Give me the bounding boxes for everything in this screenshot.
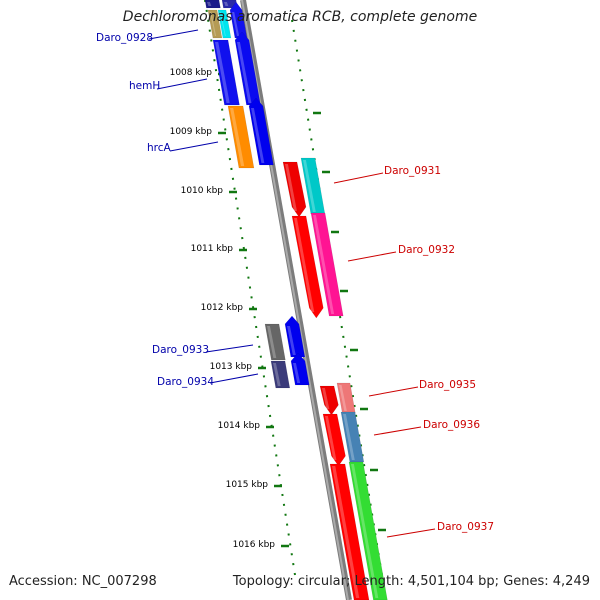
- gene-block-daro-0928b-highlight: [220, 12, 226, 36]
- gene-block-daro-0928c-highlight: [232, 12, 240, 36]
- tick-label: 1009 kbp: [169, 127, 212, 137]
- tick-marks: [218, 72, 386, 548]
- gene-block-hemh-highlight: [237, 42, 252, 103]
- leader-line: [209, 373, 259, 384]
- tick-label: 1011 kbp: [190, 244, 233, 254]
- gene-block-daro-0928: [207, 9, 223, 39]
- gene-label: Daro_0937: [437, 521, 495, 533]
- gene-block-daro-0933-rna-highlight: [267, 326, 277, 358]
- tick-label: 1016 kbp: [232, 540, 275, 550]
- accession-text: Accession: NC_007298: [9, 574, 157, 589]
- gene-block-daro-0934-rna: [270, 360, 291, 389]
- gene-block-hrca: [248, 97, 274, 166]
- gene-block-daro-0932-rna-highlight: [313, 215, 335, 314]
- gene-block-daro-0935: [319, 385, 339, 416]
- tick-label: 1013 kbp: [209, 362, 252, 372]
- gene-block-daro-0935-highlight: [322, 388, 330, 409]
- leader-line: [169, 141, 219, 152]
- gene-block-daro-0936-highlight: [325, 416, 337, 460]
- gene-block-hrca-rna-highlight: [230, 108, 245, 166]
- tick-label: 1014 kbp: [217, 421, 260, 431]
- leader-line: [368, 386, 419, 397]
- gene-block-daro-0937: [329, 463, 370, 600]
- gene-block-daro-0936-rna-highlight: [343, 414, 355, 460]
- leader-line: [373, 426, 422, 436]
- gene-block-daro-0928b: [217, 9, 232, 39]
- gene-block-daro-0932: [291, 215, 324, 319]
- gene-block-daro-0927: [204, 0, 221, 9]
- gene-block-hrca-highlight: [251, 108, 265, 163]
- gene-label: Daro_0933: [152, 344, 210, 356]
- gene-label: Daro_0934: [157, 376, 215, 388]
- leader-line: [347, 251, 397, 262]
- gene-block-daro-0931-rna-highlight: [303, 160, 316, 212]
- gene-block-daro-0927b-highlight: [224, 2, 229, 6]
- gene-block-daro-0934-rna-highlight: [273, 363, 281, 386]
- leader-line: [148, 29, 199, 40]
- genome-summary: Topology: circular; Length: 4,501,104 bp…: [233, 574, 590, 589]
- gene-block-daro-0936-rna: [340, 411, 365, 463]
- leader-line: [205, 344, 254, 353]
- gene-block-daro-0934-highlight: [293, 363, 301, 383]
- tick-label: 1010 kbp: [180, 186, 223, 196]
- summary-separator: ;: [346, 574, 355, 589]
- gene-block-daro-0931: [282, 161, 307, 218]
- gene-label: hemH: [129, 80, 161, 92]
- gene-block-daro-0937-rna: [348, 461, 388, 600]
- gene-label: Daro_0932: [398, 244, 456, 256]
- label-leader-lines: [148, 29, 436, 538]
- gene-block-daro-0937-highlight: [332, 466, 360, 598]
- gene-block-daro-0933-rna: [264, 323, 286, 361]
- gene-label: Daro_0931: [384, 165, 442, 177]
- tick-label: 1008 kbp: [169, 68, 212, 78]
- gene-label: hrcA: [147, 142, 171, 154]
- gene-block-hemh-rna-highlight: [215, 42, 230, 103]
- summary-separator: ;: [494, 574, 504, 589]
- gene-block-daro-0935-rna: [336, 382, 356, 414]
- tick-track-left: [204, 0, 296, 576]
- map-title: Dechloromonas aromatica RCB, complete ge…: [122, 9, 478, 25]
- gene-block-daro-0932-highlight: [294, 218, 315, 312]
- leader-line: [156, 78, 208, 90]
- gene-block-daro-0932-rna: [310, 212, 344, 317]
- gene-block-daro-0931-highlight: [285, 164, 297, 211]
- gene-block-daro-0935-rna-highlight: [339, 385, 347, 411]
- leader-line: [333, 172, 384, 184]
- gene-block-daro-0934: [290, 352, 310, 386]
- gene-block-hemh-rna: [212, 39, 240, 106]
- gene-label: Daro_0936: [423, 419, 481, 431]
- leader-line: [386, 528, 436, 538]
- gene-block-daro-0928-highlight: [210, 12, 217, 36]
- gene-label: Daro_0935: [419, 379, 477, 391]
- gene-block-daro-0936: [322, 413, 346, 467]
- tick-label: 1012 kbp: [200, 303, 243, 313]
- gene-features: [204, 0, 388, 600]
- gene-block-daro-0933-highlight: [287, 326, 296, 355]
- topology-text: Topology: circular: [232, 574, 346, 589]
- gene-block-hrca-rna: [227, 105, 255, 169]
- genes-count-text: Genes: 4,249: [503, 574, 590, 589]
- tick-label: 1015 kbp: [225, 480, 268, 490]
- gene-label: Daro_0928: [96, 32, 154, 44]
- gene-block-daro-0927-highlight: [207, 2, 212, 6]
- gene-block-daro-0937-rna-highlight: [351, 464, 379, 598]
- backbone: [240, 0, 352, 600]
- length-text: Length: 4,501,104 bp: [354, 574, 495, 589]
